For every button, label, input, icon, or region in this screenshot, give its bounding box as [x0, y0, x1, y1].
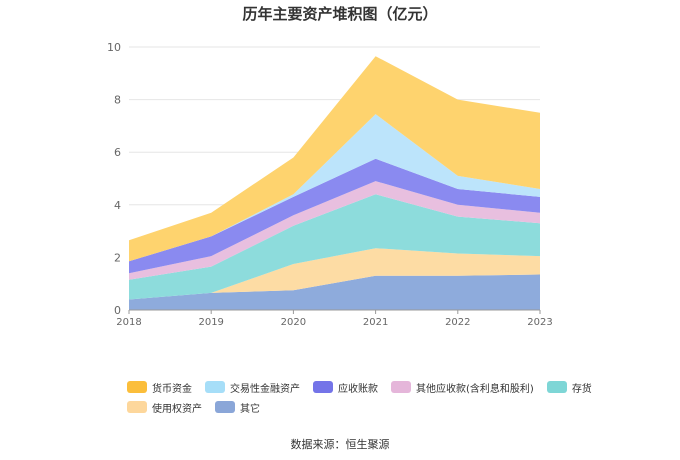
y-tick-label: 6 — [114, 146, 121, 159]
legend-label: 应收账款 — [338, 383, 378, 395]
x-tick-label: 2022 — [445, 317, 470, 328]
area-series-3 — [129, 181, 540, 280]
legend-label: 其它 — [240, 403, 260, 415]
chart-title: 历年主要资产堆积图（亿元） — [242, 5, 438, 23]
legend-label: 其他应收款(含利息和股利) — [416, 383, 534, 395]
area-series-4 — [129, 158, 540, 274]
legend-item[interactable]: 交易性金融资产 — [205, 380, 300, 395]
y-tick-label: 0 — [114, 304, 121, 317]
legend-label: 使用权资产 — [152, 403, 202, 415]
legend-label: 交易性金融资产 — [230, 383, 300, 395]
legend-swatch — [205, 381, 225, 393]
x-tick-label: 2021 — [363, 317, 388, 328]
legend-swatch — [215, 401, 235, 413]
source-note: 数据来源：恒生聚源 — [290, 438, 390, 451]
area-series-2 — [129, 194, 540, 300]
legend-swatch — [546, 381, 567, 393]
legend-swatch — [127, 401, 147, 413]
legend-item[interactable]: 存货 — [546, 380, 592, 395]
legend-item[interactable]: 使用权资产 — [127, 400, 202, 415]
legend-item[interactable]: 货币资金 — [127, 380, 192, 395]
legend-swatch — [391, 381, 411, 393]
legend-swatch — [313, 381, 333, 393]
legend-row-1: 货币资金 交易性金融资产 应收账款 其他应收款(含利息和股利) 存货 — [127, 377, 592, 397]
x-tick-label: 2019 — [198, 317, 223, 328]
legend-swatch — [127, 381, 147, 393]
legend-item[interactable]: 其它 — [215, 400, 260, 415]
legend-label: 存货 — [571, 383, 592, 395]
legend-row-2: 使用权资产 其它 — [127, 397, 567, 417]
area-series-1 — [129, 248, 540, 300]
area-series — [129, 56, 540, 310]
y-tick-label: 4 — [114, 199, 121, 212]
axes: 0 2 4 6 8 10 2018 2019 2020 2021 2022 2023 — [107, 41, 553, 328]
area-series-0 — [129, 274, 540, 310]
y-tick-label: 10 — [107, 41, 121, 54]
legend-label: 货币资金 — [152, 383, 192, 395]
x-tick-label: 2018 — [116, 317, 141, 328]
legend-item[interactable]: 其他应收款(含利息和股利) — [391, 380, 534, 395]
x-tick-label: 2020 — [281, 317, 306, 328]
y-tick-label: 2 — [114, 251, 121, 264]
legend: 货币资金 交易性金融资产 应收账款 其他应收款(含利息和股利) 存货 使用权资产 其它 — [127, 377, 592, 417]
area-series-5 — [129, 114, 540, 262]
y-tick-label: 8 — [114, 94, 121, 107]
x-tick-label: 2023 — [527, 317, 552, 328]
area-series-6 — [129, 56, 540, 262]
legend-item[interactable]: 应收账款 — [313, 380, 378, 395]
